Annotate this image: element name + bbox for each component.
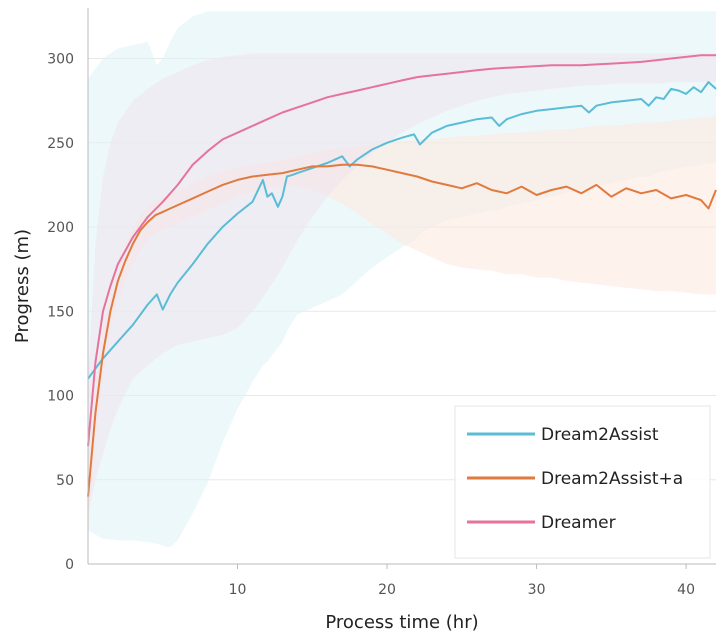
tick-labels: 0 50 100 150 200 250 300 10 20 30 40 bbox=[47, 52, 695, 598]
axes bbox=[87, 8, 716, 569]
confidence-bands bbox=[88, 11, 716, 548]
y-tick-label-50: 50 bbox=[56, 473, 74, 489]
x-tick-label-40: 40 bbox=[677, 582, 695, 598]
x-tick-label-20: 20 bbox=[378, 582, 396, 598]
y-tick-label-200: 200 bbox=[47, 220, 74, 236]
y-tick-label-150: 150 bbox=[47, 304, 74, 320]
y-tick-label-100: 100 bbox=[47, 389, 74, 405]
y-tick-label-0: 0 bbox=[65, 557, 74, 573]
y-axis-title: Progress (m) bbox=[12, 229, 33, 343]
y-tick-label-250: 250 bbox=[47, 136, 74, 152]
band-dreamer bbox=[88, 53, 716, 514]
series-lines bbox=[87, 54, 717, 497]
line-dream2assist bbox=[87, 81, 717, 380]
x-tick-label-10: 10 bbox=[229, 582, 247, 598]
line-dream2assist-a bbox=[87, 163, 717, 497]
legend: Dream2Assist Dream2Assist+a Dreamer bbox=[454, 405, 711, 559]
x-tick-label-30: 30 bbox=[528, 582, 546, 598]
line-dreamer bbox=[87, 54, 716, 447]
legend-label-dream2assist: Dream2Assist bbox=[541, 425, 659, 445]
x-axis-title: Process time (hr) bbox=[325, 612, 478, 633]
y-tick-label-300: 300 bbox=[47, 52, 74, 68]
legend-label-dreamer: Dreamer bbox=[541, 513, 616, 533]
legend-label-dream2assist-a: Dream2Assist+a bbox=[541, 469, 683, 489]
legend-box bbox=[454, 405, 711, 559]
band-dream2assist-a bbox=[88, 115, 716, 531]
